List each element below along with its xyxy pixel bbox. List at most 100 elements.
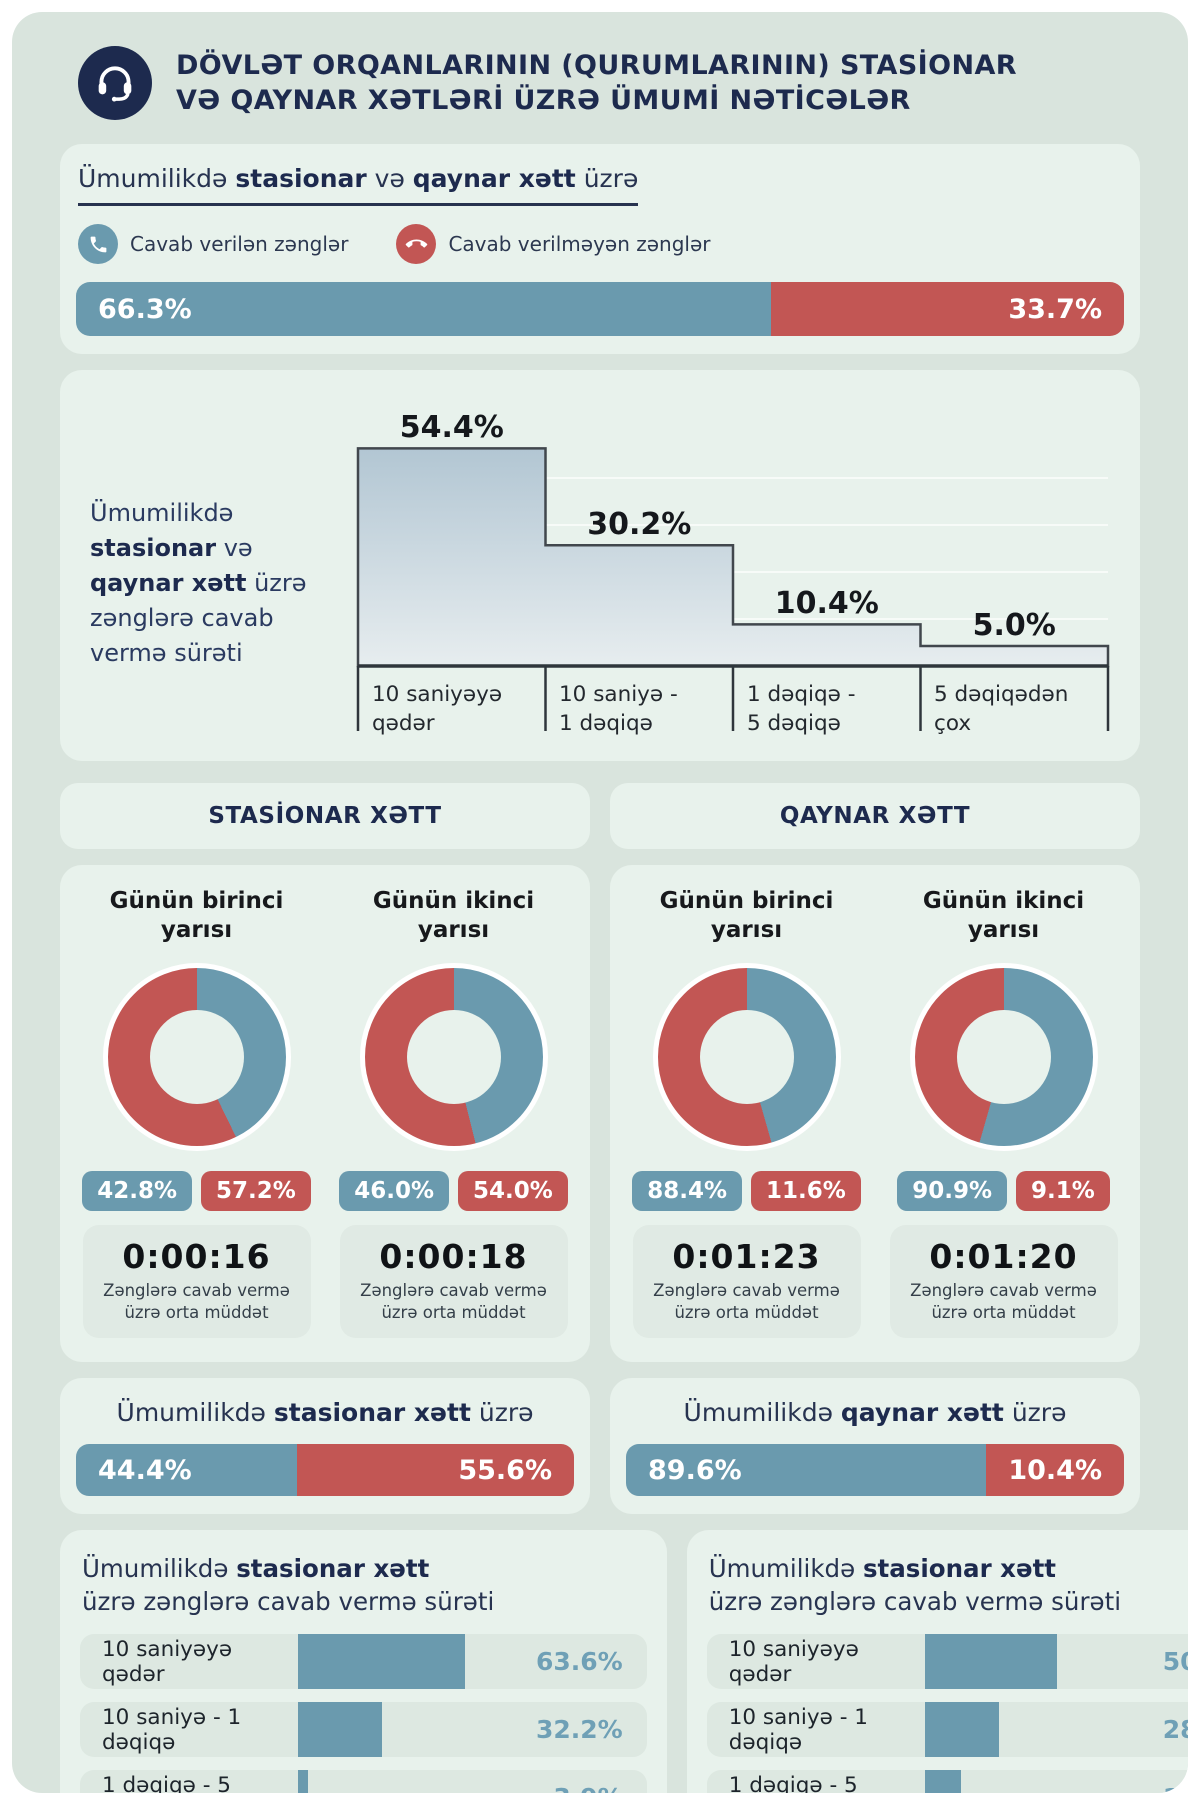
speed-rows: 10 saniyəyə qədər 63.6% 10 saniyə - 1 də… bbox=[80, 1634, 647, 1793]
half-title-l2: yarısı bbox=[160, 917, 233, 943]
speed-row: 1 dəqiqə - 5 dəqiqə 13.9% bbox=[706, 1770, 1188, 1793]
donut-hole bbox=[699, 1010, 794, 1104]
row-label: 10 saniyə - 1 dəqiqə bbox=[728, 1704, 868, 1755]
avg-time-caption: Zənglərə cavab vermə üzrə orta müddət bbox=[647, 1280, 847, 1324]
step-cat-l2: qədər bbox=[372, 711, 435, 736]
avg-time-box: 0:01:20 Zənglərə cavab vermə üzrə orta m… bbox=[889, 1225, 1118, 1338]
row-label: 1 dəqiqə - 5 dəqiqə bbox=[102, 1772, 231, 1794]
legend-missed: Cavab verilməyən zənglər bbox=[396, 224, 711, 264]
missed-pct: 33.7% bbox=[1008, 293, 1102, 325]
step-category-0: 10 saniyəyə qədər bbox=[372, 680, 502, 738]
avg-time-box: 0:01:23 Zənglərə cavab vermə üzrə orta m… bbox=[632, 1225, 861, 1338]
qaynar-panel: Günün birinci yarısı 88.4% 11.6% 0:01:23… bbox=[610, 865, 1140, 1362]
stasionar-overall-card: Ümumilikdə stasionar xətt üzrə 44.4% 55.… bbox=[60, 1378, 590, 1514]
step-cat-l1: 5 dəqiqədən çox bbox=[934, 682, 1069, 736]
legend-answered-label: Cavab verilən zənglər bbox=[130, 232, 349, 256]
row-label: 10 saniyə - 1 dəqiqə bbox=[102, 1704, 242, 1755]
pct-badges: 42.8% 57.2% bbox=[82, 1171, 311, 1211]
avg-caption-l2: üzrə orta müddət bbox=[381, 1303, 526, 1322]
row-value: 50.3% bbox=[1162, 1647, 1188, 1676]
half-title-l1: Günün birinci bbox=[109, 888, 284, 914]
donut-hole bbox=[149, 1010, 244, 1104]
row-bar bbox=[924, 1634, 1057, 1689]
stasionar-panel: Günün birinci yarısı 42.8% 57.2% 0:00:16… bbox=[60, 865, 590, 1362]
title-post: üzrə bbox=[1003, 1398, 1067, 1427]
title-pre: Ümumilikdə bbox=[78, 164, 236, 193]
row-value: 28.2% bbox=[1162, 1715, 1188, 1744]
title-mid: və bbox=[366, 164, 413, 193]
speed-label-l3r: üzrə bbox=[246, 569, 307, 597]
step-cat-l2: 5 dəqiqə bbox=[747, 711, 841, 736]
avg-caption-l2: üzrə orta müddət bbox=[931, 1303, 1076, 1322]
missed-badge: 11.6% bbox=[751, 1171, 861, 1211]
title-line2: üzrə zənglərə cavab vermə sürəti bbox=[82, 1587, 495, 1616]
donut-chart bbox=[102, 963, 291, 1151]
overall-summary-card: Ümumilikdə stasionar və qaynar xətt üzrə… bbox=[60, 144, 1140, 354]
missed-pct: 55.6% bbox=[458, 1454, 552, 1486]
answer-speed-card: Ümumilikdə stasionar və qaynar xətt üzrə… bbox=[60, 370, 1140, 761]
donut-hole bbox=[956, 1010, 1051, 1104]
step-chart-plot: 54.4% 30.2% 10.4% 5.0% 10 saniyəyə qədər… bbox=[356, 396, 1110, 741]
donut-hole bbox=[406, 1010, 501, 1104]
row-bar bbox=[298, 1702, 383, 1757]
avg-time-box: 0:00:16 Zənglərə cavab vermə üzrə orta m… bbox=[82, 1225, 311, 1338]
row-value: 32.2% bbox=[536, 1715, 623, 1744]
title-post: üzrə bbox=[575, 164, 639, 193]
avg-time-box: 0:00:18 Zənglərə cavab vermə üzrə orta m… bbox=[339, 1225, 568, 1338]
page-title-line2: VƏ QAYNAR XƏTLƏRİ ÜZRƏ ÜMUMİ NƏTİCƏLƏR bbox=[176, 85, 911, 116]
half-title: Günün ikinci yarısı bbox=[373, 887, 534, 945]
row-bar-area bbox=[298, 1770, 536, 1793]
section-header-stasionar: STASİONAR XƏTT bbox=[60, 783, 590, 849]
title-pre: Ümumilikdə bbox=[708, 1554, 863, 1583]
row-value: 13.9% bbox=[1163, 1783, 1188, 1793]
missed-segment: 33.7% bbox=[770, 282, 1124, 336]
pct-badges: 46.0% 54.0% bbox=[339, 1171, 568, 1211]
stasionar-speed-title: Ümumilikdə stasionar xətt üzrə zənglərə … bbox=[82, 1552, 647, 1618]
title-post: üzrə bbox=[470, 1398, 534, 1427]
phone-missed-icon bbox=[396, 224, 437, 264]
title-bold2: qaynar xətt bbox=[412, 164, 576, 193]
half-title-l1: Günün ikinci bbox=[372, 888, 535, 914]
legend: Cavab verilən zənglər Cavab verilməyən z… bbox=[78, 224, 1124, 264]
donut-chart bbox=[359, 963, 548, 1151]
qaynar-second-half: Günün ikinci yarısı 90.9% 9.1% 0:01:20 Z… bbox=[875, 887, 1132, 1338]
step-category-1: 10 saniyə - 1 dəqiqə bbox=[559, 680, 678, 738]
stasionar-speed-card: Ümumilikdə stasionar xətt üzrə zənglərə … bbox=[60, 1530, 667, 1793]
half-title: Günün birinci yarısı bbox=[110, 887, 284, 945]
qaynar-speed-title: Ümumilikdə stasionar xətt üzrə zənglərə … bbox=[709, 1552, 1188, 1618]
legend-missed-label: Cavab verilməyən zənglər bbox=[448, 232, 711, 256]
row-bar bbox=[924, 1770, 962, 1793]
page-title-line1: DÖVLƏT ORQANLARININ (QURUMLARININ) STASİ… bbox=[176, 50, 1017, 81]
row-value: 63.6% bbox=[536, 1647, 623, 1676]
line-overall-cards: Ümumilikdə stasionar xətt üzrə 44.4% 55.… bbox=[60, 1378, 1140, 1514]
title-line2: üzrə zənglərə cavab vermə sürəti bbox=[708, 1587, 1122, 1616]
title-pre: Ümumilikdə bbox=[683, 1398, 841, 1427]
step-value-0: 54.4% bbox=[399, 410, 504, 446]
page-title: DÖVLƏT ORQANLARININ (QURUMLARININ) STASİ… bbox=[176, 48, 1017, 118]
avg-caption-l2: üzrə orta müddət bbox=[674, 1303, 819, 1322]
stasionar-overall-title: Ümumilikdə stasionar xətt üzrə bbox=[76, 1398, 574, 1427]
pct-badges: 90.9% 9.1% bbox=[897, 1171, 1110, 1211]
row-label: 10 saniyəyə qədər bbox=[102, 1636, 233, 1687]
speed-row: 1 dəqiqə - 5 dəqiqə 3.9% bbox=[80, 1770, 647, 1793]
answered-segment: 89.6% bbox=[626, 1444, 987, 1496]
answered-badge: 42.8% bbox=[82, 1171, 192, 1211]
avg-time-value: 0:00:18 bbox=[379, 1237, 528, 1276]
half-title-l2: yarısı bbox=[710, 917, 783, 943]
step-category-2: 1 dəqiqə - 5 dəqiqə bbox=[747, 680, 855, 738]
step-cat-l2: 1 dəqiqə bbox=[559, 711, 653, 736]
section-header-qaynar: QAYNAR XƏTT bbox=[610, 783, 1140, 849]
speed-label-l2r: və bbox=[216, 534, 253, 562]
qaynar-overall-title: Ümumilikdə qaynar xətt üzrə bbox=[626, 1398, 1124, 1427]
row-bar-area bbox=[298, 1634, 536, 1689]
donut-chart bbox=[652, 963, 841, 1151]
half-title-l1: Günün birinci bbox=[659, 888, 834, 914]
title-bold1: stasionar bbox=[235, 164, 367, 193]
answered-pct: 44.4% bbox=[98, 1454, 192, 1486]
half-title: Günün ikinci yarısı bbox=[923, 887, 1084, 945]
title-bold: qaynar xətt bbox=[840, 1398, 1004, 1427]
half-title-l2: yarısı bbox=[967, 917, 1040, 943]
missed-badge: 9.1% bbox=[1016, 1171, 1110, 1211]
answered-badge: 88.4% bbox=[632, 1171, 742, 1211]
speed-label-l5: vermə sürəti bbox=[90, 639, 243, 667]
